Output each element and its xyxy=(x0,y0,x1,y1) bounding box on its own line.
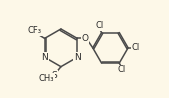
Text: N: N xyxy=(41,53,48,62)
Text: Cl: Cl xyxy=(117,65,125,74)
Text: Cl: Cl xyxy=(131,43,140,52)
Text: N: N xyxy=(74,53,81,62)
Text: S: S xyxy=(52,71,57,80)
Text: Cl: Cl xyxy=(95,21,104,30)
Text: O: O xyxy=(81,34,88,43)
Text: CH₃: CH₃ xyxy=(39,74,54,83)
Text: CF₃: CF₃ xyxy=(27,26,41,35)
